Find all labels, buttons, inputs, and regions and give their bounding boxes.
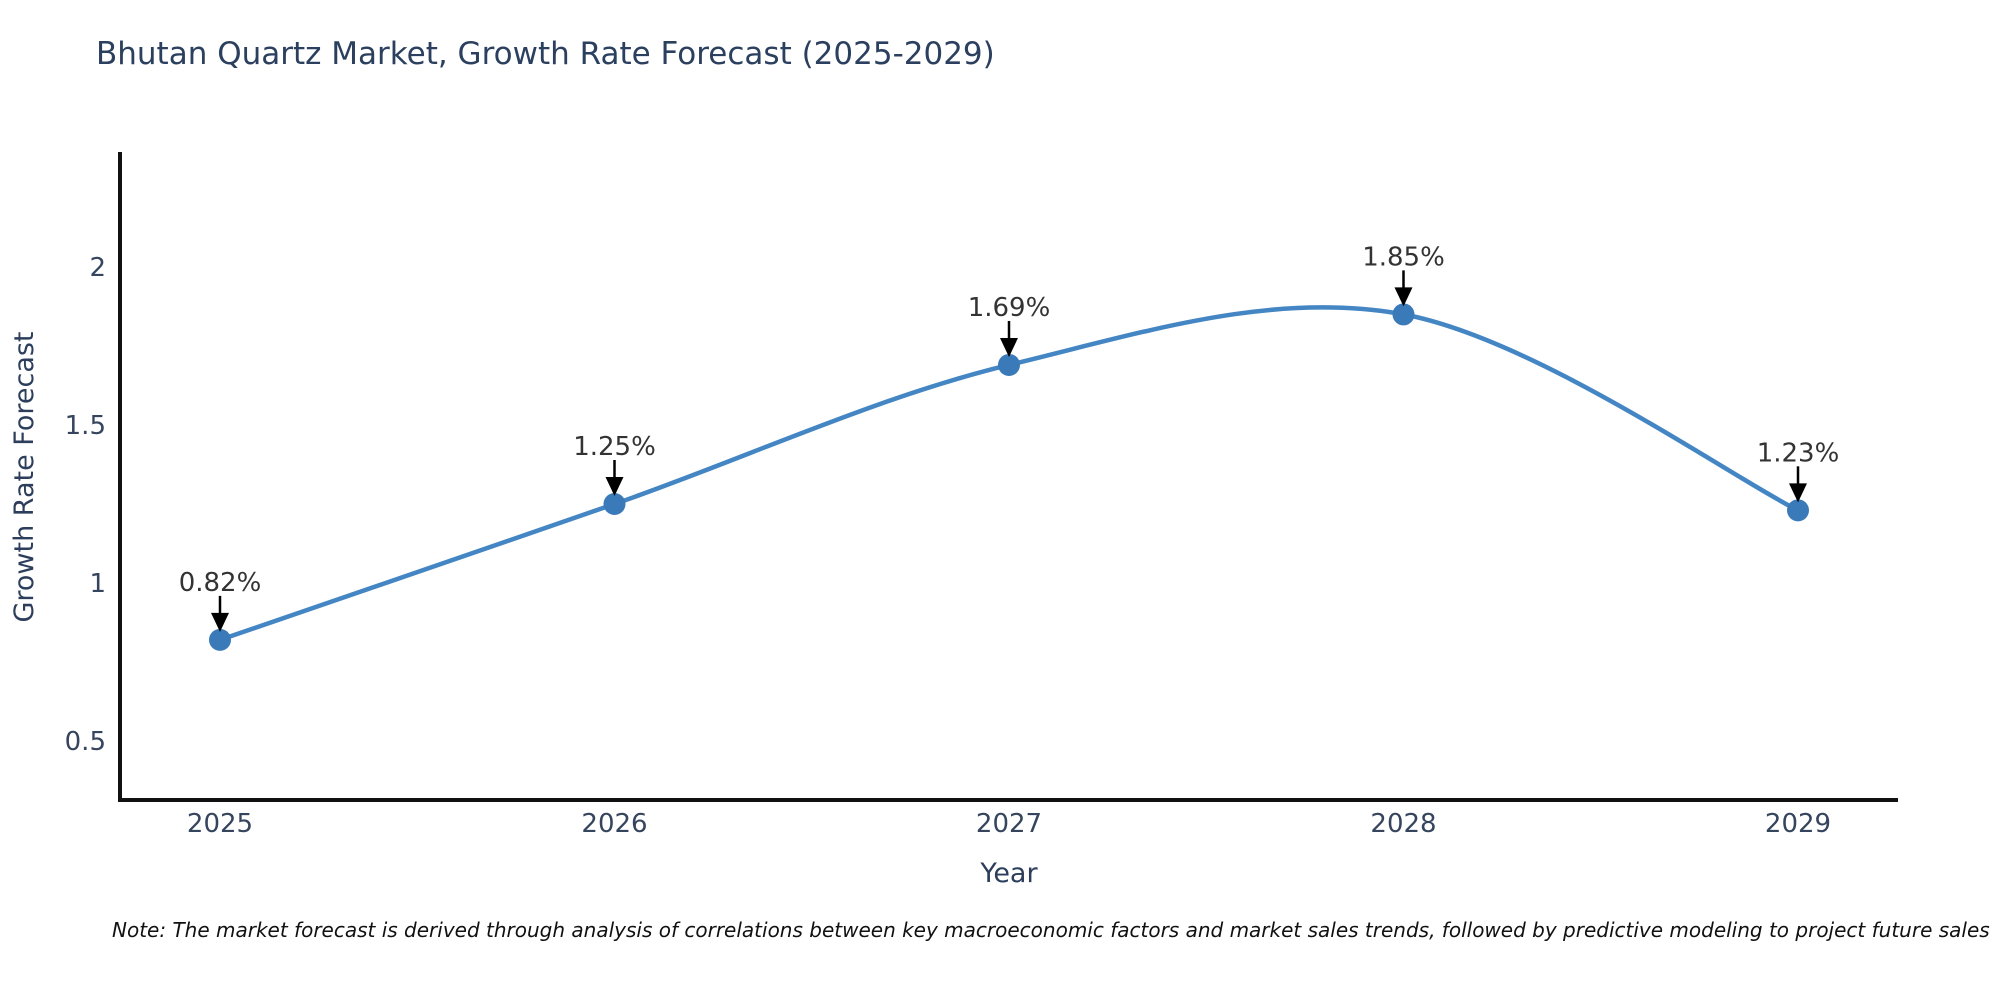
data-point-marker	[1392, 303, 1415, 326]
x-tick-label: 2027	[976, 809, 1042, 839]
annotation-arrowhead	[1000, 337, 1018, 357]
y-tick-label: 1.5	[65, 411, 106, 441]
annotation-arrowhead	[211, 612, 229, 632]
data-point-label: 0.82%	[179, 568, 262, 598]
annotation-arrowhead	[1394, 287, 1413, 307]
data-point-marker	[209, 628, 231, 651]
x-tick-label: 2025	[187, 809, 253, 839]
y-tick-label: 0.5	[65, 727, 106, 757]
footnote: Note: The market forecast is derived thr…	[112, 918, 1990, 942]
data-point-marker	[998, 353, 1020, 376]
data-point-marker	[1787, 499, 1809, 522]
x-tick-label: 2026	[581, 809, 647, 839]
x-tick-label: 2029	[1765, 809, 1831, 839]
y-tick-label: 1	[89, 569, 106, 599]
data-point-label: 1.69%	[968, 293, 1051, 323]
annotation-arrowhead	[605, 477, 624, 496]
chart-title: Bhutan Quartz Market, Growth Rate Foreca…	[96, 36, 995, 72]
data-point-label: 1.23%	[1757, 438, 1840, 468]
x-tick-label: 2028	[1370, 809, 1436, 839]
data-point-label: 1.25%	[573, 432, 656, 462]
data-point-marker	[603, 493, 626, 515]
data-point-label: 1.85%	[1362, 242, 1445, 272]
y-tick-label: 2	[89, 253, 106, 283]
x-axis-title: Year	[980, 858, 1038, 889]
annotation-arrowhead	[1789, 483, 1807, 503]
